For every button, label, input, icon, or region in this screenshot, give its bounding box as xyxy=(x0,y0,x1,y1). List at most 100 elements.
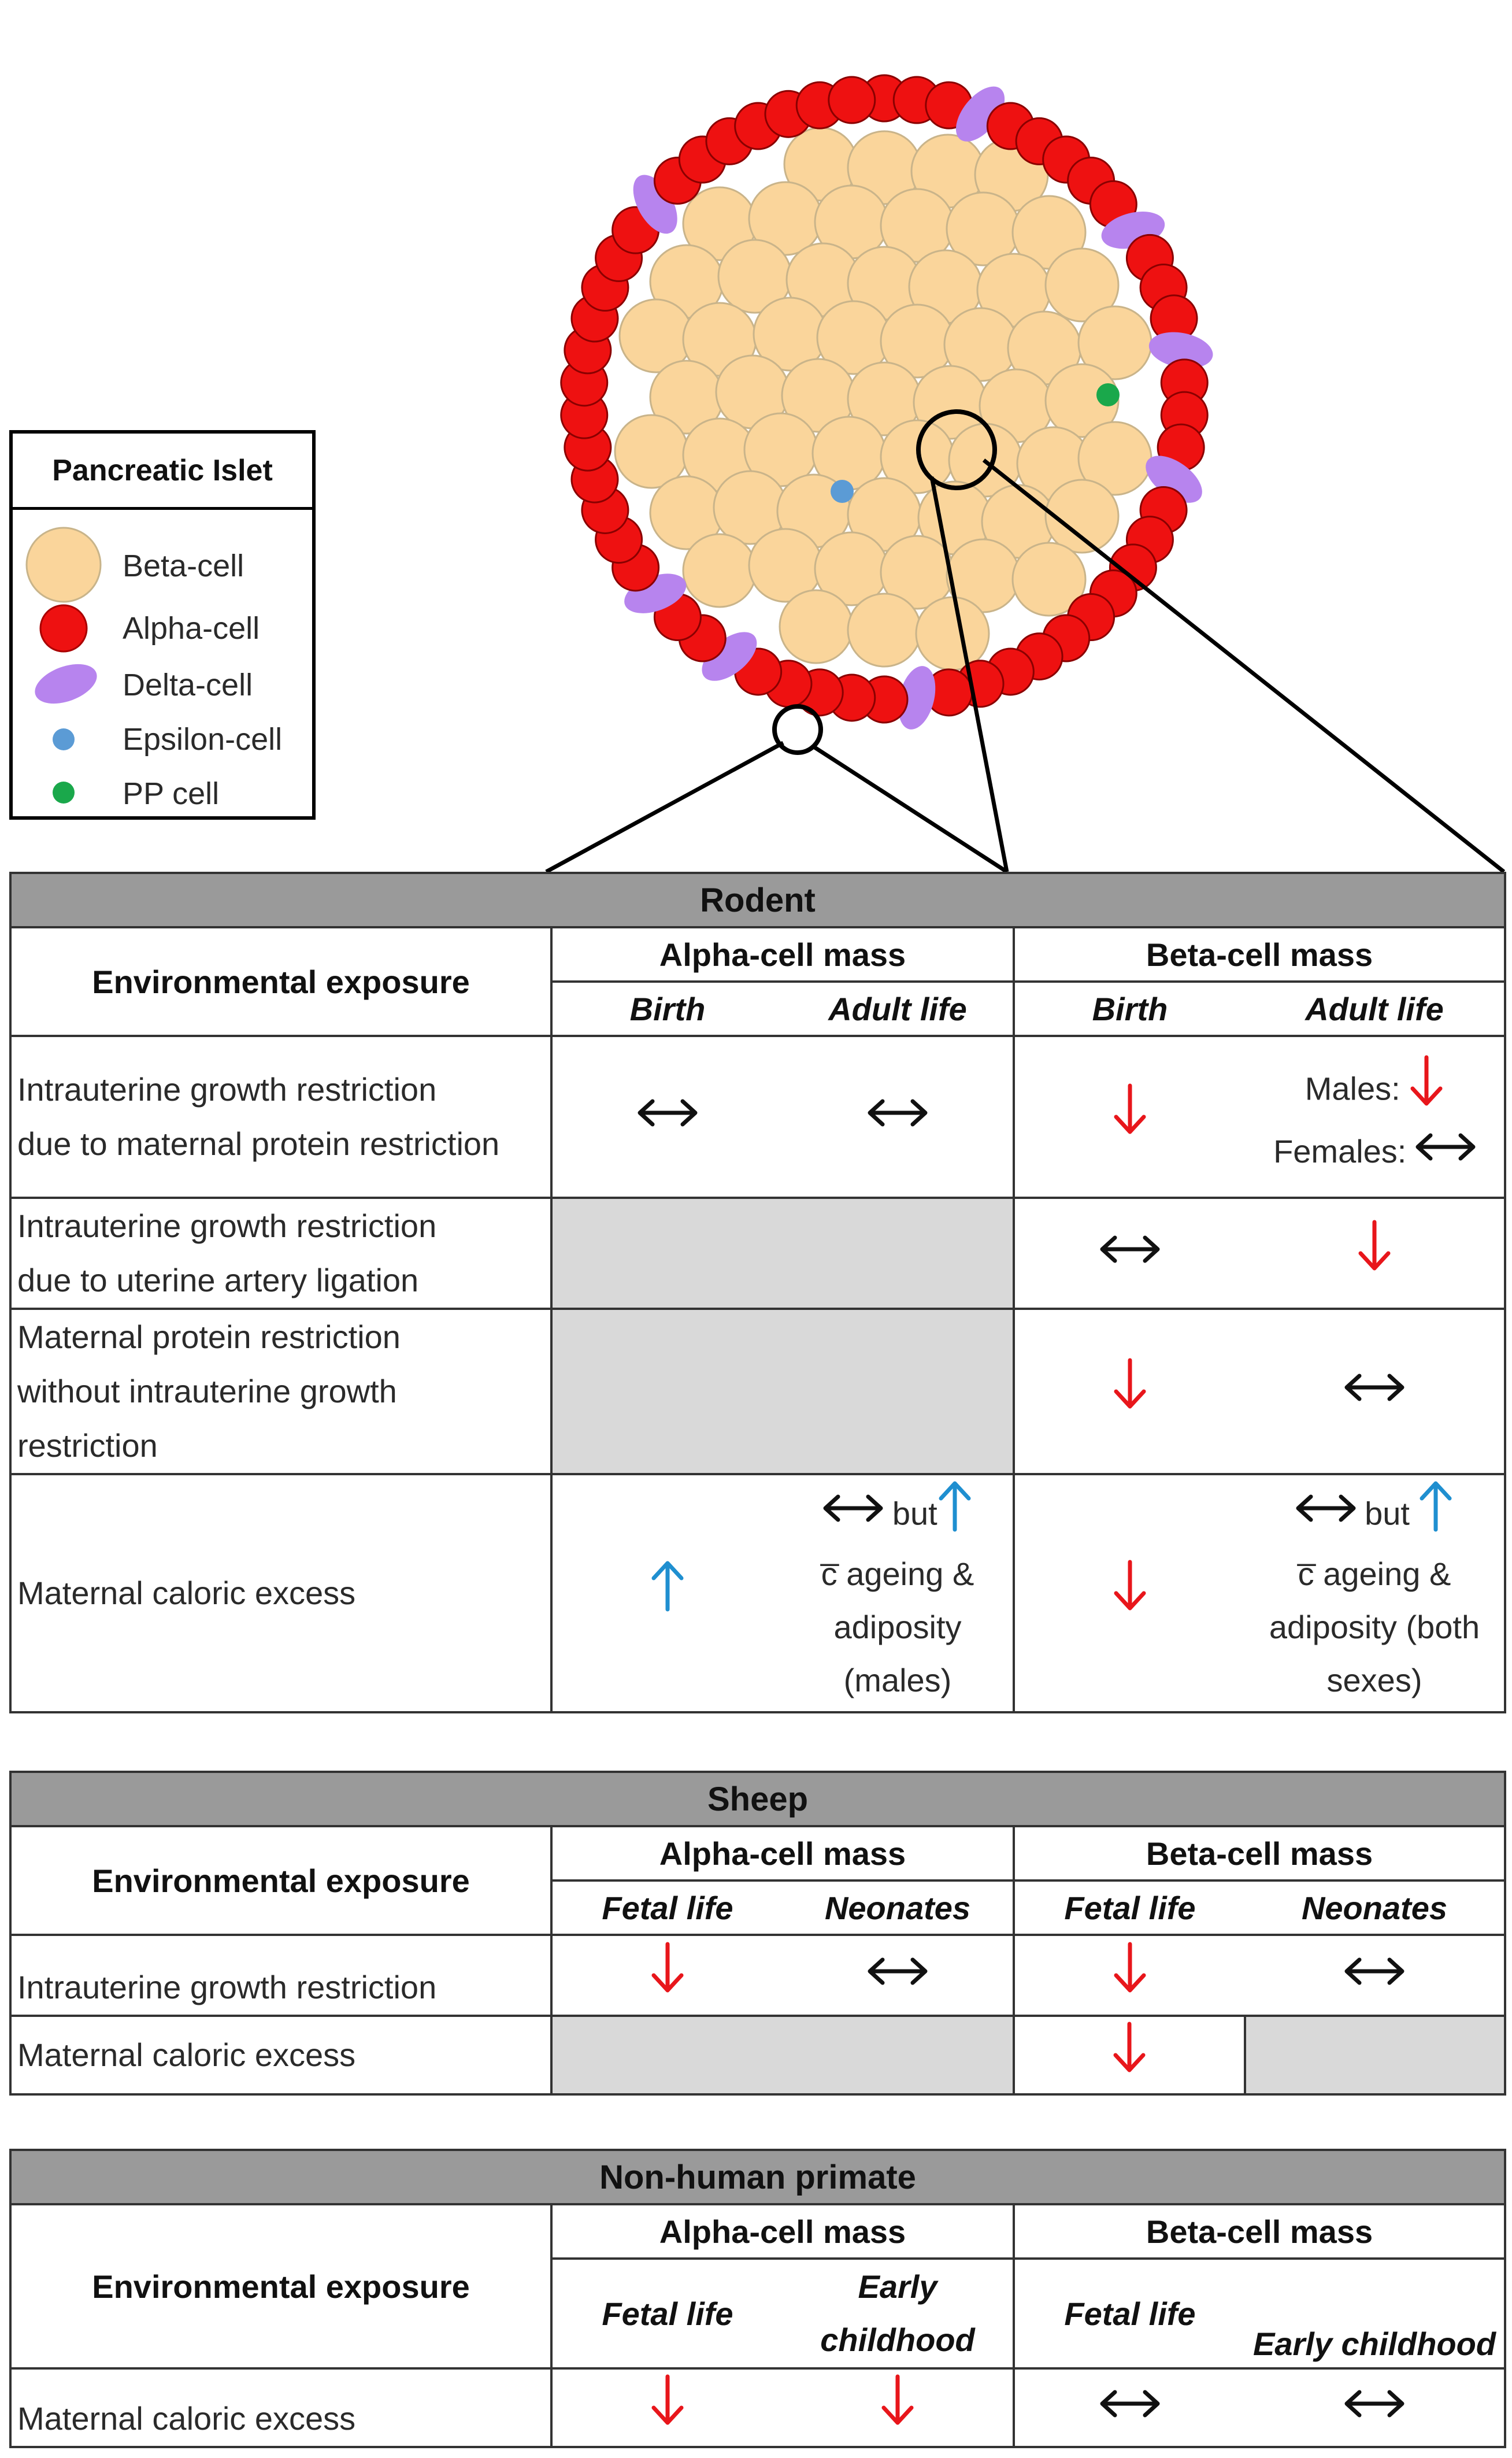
rodent-table: Rodent Environmental exposure Alpha-cell… xyxy=(9,872,1506,1713)
flat-arrow-icon xyxy=(868,1091,928,1145)
zoom-line xyxy=(982,458,1506,873)
down-arrow-icon xyxy=(1113,1560,1147,1627)
note-line: adiposity (both xyxy=(1269,1608,1480,1645)
empty-grey-cell xyxy=(550,1308,1015,1475)
sheep-sub-header: Neonates xyxy=(783,1879,1015,1936)
result-cell: Males: Females: xyxy=(1245,1035,1506,1199)
result-cell xyxy=(1245,1934,1507,2017)
flat-arrow-icon xyxy=(1415,1126,1476,1179)
result-cell: but c̅ ageing & adiposity (both sexes) xyxy=(1245,1473,1506,1713)
epsilon-cell-icon xyxy=(53,728,75,750)
sheep-table: Sheep Environmental exposure Alpha-cell … xyxy=(9,1771,1507,2096)
primate-alpha-header: Alpha-cell mass xyxy=(550,2203,1015,2260)
sub-header-line: childhood xyxy=(820,2322,975,2358)
flat-arrow-icon xyxy=(1344,2382,1404,2435)
exposure-cell: Maternal caloric excess xyxy=(9,2367,553,2448)
down-arrow-icon xyxy=(1113,1358,1147,1426)
result-cell xyxy=(1013,1934,1245,2017)
beta-cell-highlight-circle xyxy=(916,409,997,490)
primate-table: Non-human primate Environmental exposure… xyxy=(9,2149,1507,2448)
down-arrow-icon xyxy=(880,2374,915,2442)
beta-cell xyxy=(1011,542,1087,617)
males-label: Males: xyxy=(1305,1070,1400,1107)
pp-cell xyxy=(1096,383,1120,406)
but-label: but xyxy=(892,1495,937,1531)
delta-cell xyxy=(1146,456,1202,503)
delta-cell xyxy=(898,666,936,730)
rodent-alpha-header: Alpha-cell mass xyxy=(550,926,1015,983)
primate-sub-header: Early childhood xyxy=(1245,2257,1507,2370)
note-line: sexes) xyxy=(1326,1661,1422,1698)
result-cell: but c̅ ageing & adiposity (males) xyxy=(783,1473,1015,1713)
exposure-line: Maternal protein restriction xyxy=(17,1319,401,1355)
result-cell xyxy=(1013,1035,1245,1199)
empty-grey-cell xyxy=(550,2015,1015,2096)
rodent-title: Rodent xyxy=(9,872,1506,928)
flat-arrow-icon xyxy=(1296,1487,1356,1540)
primate-sub-header: Early childhood xyxy=(783,2257,1015,2370)
but-label: but xyxy=(1365,1495,1410,1531)
delta-cell xyxy=(1148,332,1213,369)
alpha-cell-highlight-circle xyxy=(772,704,823,755)
up-arrow-icon xyxy=(1418,1480,1453,1548)
down-arrow-icon xyxy=(1409,1055,1444,1123)
up-arrow-icon xyxy=(937,1480,972,1548)
zoom-line xyxy=(545,741,784,874)
exposure-line: due to maternal protein restriction xyxy=(17,1126,500,1162)
result-cell xyxy=(1013,2015,1246,2096)
legend-label-pp: PP cell xyxy=(123,776,219,811)
rodent-sub-header: Adult life xyxy=(1245,980,1506,1037)
exposure-cell: Maternal protein restriction without int… xyxy=(9,1308,553,1475)
down-arrow-icon xyxy=(650,2374,685,2442)
legend-items: Beta-cell Alpha-cell Delta-cell Epsilon-… xyxy=(25,527,282,811)
beta-cell xyxy=(1044,479,1120,554)
note-line: adiposity xyxy=(833,1608,962,1645)
result-cell xyxy=(1245,2367,1507,2448)
primate-exposure-header: Environmental exposure xyxy=(9,2203,553,2370)
result-cell xyxy=(1013,1473,1245,1713)
exposure-line: Intrauterine growth restriction xyxy=(17,1208,437,1244)
down-arrow-icon xyxy=(1357,1220,1392,1287)
beta-cell xyxy=(682,533,757,608)
sheep-sub-header: Neonates xyxy=(1245,1879,1507,1936)
exposure-cell: Intrauterine growth restriction due to u… xyxy=(9,1197,553,1310)
pp-cell-icon xyxy=(53,782,75,804)
rodent-sub-header: Adult life xyxy=(783,980,1015,1037)
legend-title: Pancreatic Islet xyxy=(13,434,312,510)
flat-arrow-icon xyxy=(1100,1228,1160,1281)
result-cell xyxy=(1013,2367,1245,2448)
zoom-line xyxy=(811,744,1008,873)
legend-label-alpha: Alpha-cell xyxy=(123,611,260,646)
delta-cell-icon xyxy=(35,664,97,704)
flat-arrow-icon xyxy=(1344,1950,1404,2003)
empty-grey-cell xyxy=(1243,2015,1507,2096)
epsilon-cell xyxy=(831,480,854,503)
legend-label-beta: Beta-cell xyxy=(123,549,244,583)
down-arrow-icon xyxy=(1112,2022,1147,2089)
exposure-line: without intrauterine growth xyxy=(17,1373,397,1409)
exposure-cell: Intrauterine growth restriction xyxy=(9,1934,553,2017)
beta-cell xyxy=(779,589,854,664)
delta-cell xyxy=(955,86,1005,142)
result-cell xyxy=(550,2367,783,2448)
result-cell xyxy=(1245,1197,1506,1310)
alpha-cell-icon xyxy=(39,604,88,653)
beta-cell xyxy=(915,596,990,671)
rodent-exposure-header: Environmental exposure xyxy=(9,926,553,1037)
females-label: Females: xyxy=(1273,1133,1407,1170)
delta-cell xyxy=(702,632,757,681)
result-cell xyxy=(550,1035,783,1199)
result-cell xyxy=(783,2367,1015,2448)
sheep-alpha-header: Alpha-cell mass xyxy=(550,1825,1015,1882)
result-cell xyxy=(783,1934,1015,2017)
flat-arrow-icon xyxy=(868,1950,928,2003)
exposure-cell: Maternal caloric excess xyxy=(9,2015,553,2096)
down-arrow-icon xyxy=(1113,1083,1147,1151)
beta-cell xyxy=(847,593,922,668)
primate-sub-header: Fetal life xyxy=(1013,2257,1245,2370)
result-cell xyxy=(550,1473,783,1713)
rodent-sub-header: Birth xyxy=(550,980,783,1037)
empty-grey-cell xyxy=(550,1197,1015,1310)
exposure-line: due to uterine artery ligation xyxy=(17,1262,419,1298)
